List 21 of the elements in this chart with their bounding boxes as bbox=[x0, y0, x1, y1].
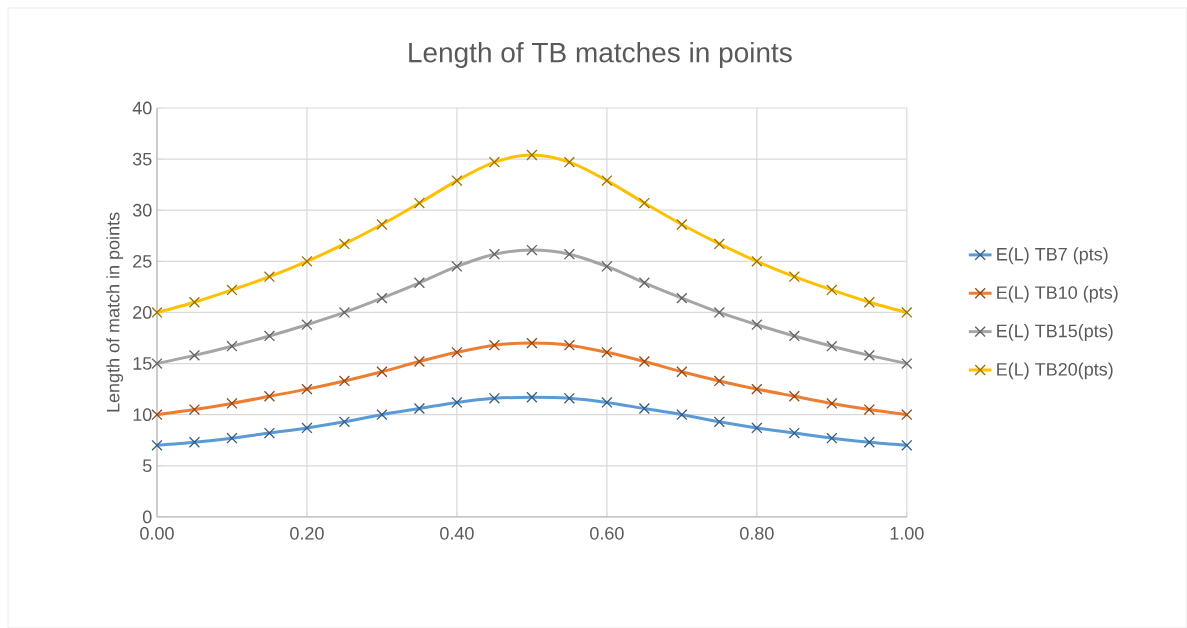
y-axis-title: Length of match in points bbox=[106, 212, 124, 412]
y-tick-label: 40 bbox=[132, 101, 152, 115]
legend-label: E(L) TB15(pts) bbox=[997, 324, 1113, 341]
y-tick-label: 35 bbox=[132, 152, 152, 166]
chart-title: Length of TB matches in points bbox=[409, 41, 792, 68]
y-tick-label: 0 bbox=[142, 510, 152, 524]
x-tick-label: 0.60 bbox=[590, 526, 624, 540]
legend-label: E(L) TB7 (pts) bbox=[997, 247, 1108, 265]
x-tick-label: 0.20 bbox=[290, 526, 324, 540]
y-tick-label: 25 bbox=[133, 254, 152, 268]
legend-label: E(L) TB10 (pts) bbox=[997, 285, 1118, 303]
x-tick-label: 1.00 bbox=[890, 526, 924, 540]
y-tick-label: 15 bbox=[133, 357, 152, 370]
legend-label: E(L) TB20(pts) bbox=[997, 362, 1113, 380]
y-tick-label: 20 bbox=[133, 306, 152, 319]
x-tick-label: 0.40 bbox=[440, 526, 474, 540]
x-tick-label: 0.80 bbox=[740, 526, 774, 540]
y-tick-label: 5 bbox=[142, 459, 152, 472]
y-tick-label: 10 bbox=[133, 408, 152, 421]
y-tick-label: 30 bbox=[132, 203, 152, 217]
x-tick-label: 0.00 bbox=[140, 526, 174, 540]
